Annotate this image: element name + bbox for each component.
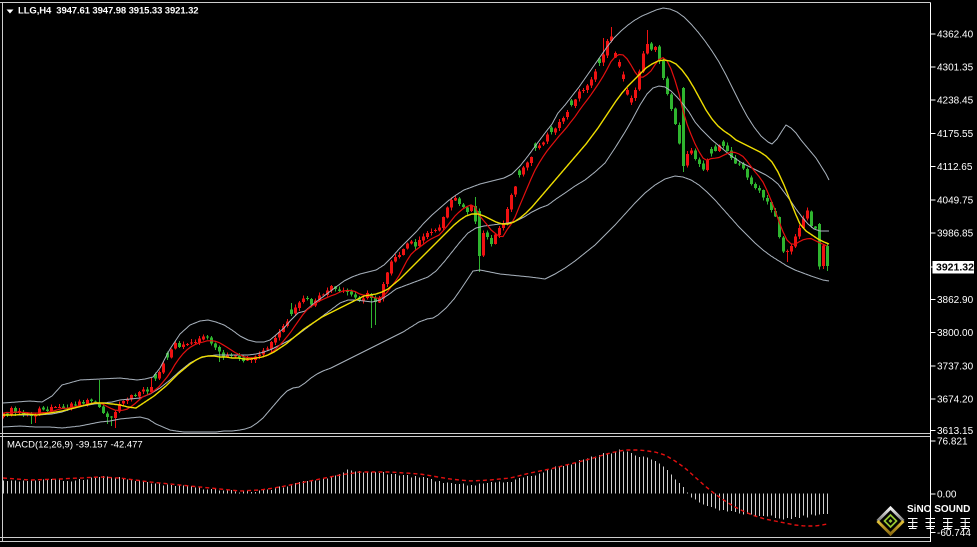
- svg-text:3613.15: 3613.15: [937, 426, 974, 437]
- svg-text:SiNO SOUND: SiNO SOUND: [907, 504, 970, 515]
- svg-text:3737.30: 3737.30: [937, 361, 974, 372]
- svg-text:3674.20: 3674.20: [937, 395, 974, 406]
- svg-text:3986.85: 3986.85: [937, 229, 974, 240]
- svg-text:4049.75: 4049.75: [937, 195, 974, 206]
- svg-text:4175.55: 4175.55: [937, 129, 974, 140]
- svg-text:4238.45: 4238.45: [937, 96, 974, 107]
- svg-text:3862.90: 3862.90: [937, 295, 974, 306]
- svg-text:-60.744: -60.744: [937, 528, 971, 539]
- svg-text:4362.40: 4362.40: [937, 30, 974, 41]
- svg-text:4112.65: 4112.65: [937, 162, 973, 173]
- svg-text:4301.35: 4301.35: [937, 63, 974, 74]
- svg-text:LLG,H4 3947.61 3947.98 3915.3: LLG,H4 3947.61 3947.98 3915.33 3921.32: [18, 6, 198, 17]
- svg-text:0.00: 0.00: [937, 490, 957, 501]
- svg-text:3800.00: 3800.00: [937, 328, 974, 339]
- svg-text:MACD(12,26,9) -39.157 -42.477: MACD(12,26,9) -39.157 -42.477: [7, 440, 143, 451]
- svg-text:76.821: 76.821: [937, 437, 968, 448]
- svg-text:3921.32: 3921.32: [936, 262, 974, 274]
